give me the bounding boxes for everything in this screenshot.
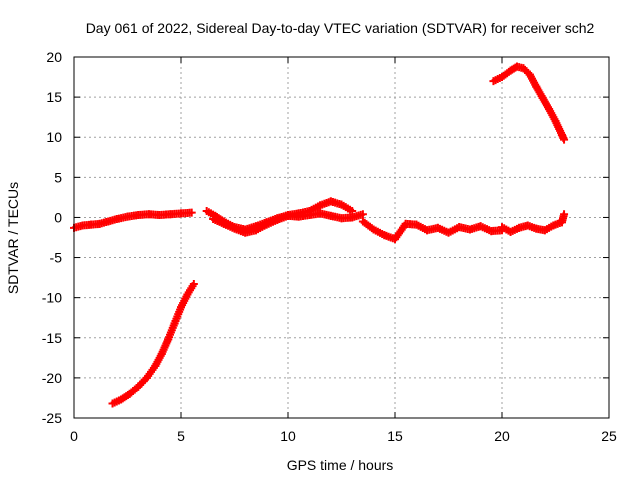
- x-tick-label: 10: [280, 428, 296, 444]
- x-tick-labels: 0 5 10 15 20 25: [70, 428, 617, 444]
- y-tick-label: -20: [42, 370, 62, 386]
- series-near-zero-a: [70, 208, 196, 232]
- series-sat-rising: [108, 280, 198, 408]
- chart-title: Day 061 of 2022, Sidereal Day-to-day VTE…: [86, 20, 595, 36]
- series-sat-falling: [489, 62, 569, 144]
- data-point: [187, 208, 196, 217]
- y-tick-label: 5: [54, 169, 62, 185]
- series-near-zero-d: [358, 217, 506, 244]
- x-tick-label: 15: [387, 428, 403, 444]
- y-axis-label: SDTVAR / TECUs: [5, 182, 21, 294]
- y-tick-label: 0: [54, 209, 62, 225]
- y-tick-label: 10: [46, 129, 62, 145]
- y-tick-label: 15: [46, 89, 62, 105]
- x-tick-label: 25: [601, 428, 617, 444]
- data-point: [358, 210, 367, 219]
- plot-frame: [73, 56, 610, 419]
- x-tick-label: 0: [70, 428, 78, 444]
- y-tick-label: -10: [42, 290, 62, 306]
- y-tick-label: -25: [42, 410, 62, 426]
- x-tick-label: 20: [494, 428, 510, 444]
- data-point: [560, 210, 569, 219]
- data-point: [560, 135, 569, 144]
- x-tick-label: 5: [177, 428, 185, 444]
- data-markers: [70, 62, 569, 408]
- y-tick-label: -15: [42, 330, 62, 346]
- y-tick-label: 20: [46, 49, 62, 65]
- y-tick-labels: -25 -20 -15 -10 -5 0 5 10 15 20: [42, 49, 62, 426]
- grid-lines: [74, 57, 609, 418]
- x-axis-label: GPS time / hours: [287, 457, 394, 473]
- y-tick-label: -5: [50, 250, 63, 266]
- series-near-zero-c: [209, 209, 367, 237]
- series-near-zero-e: [498, 210, 569, 236]
- data-point: [189, 280, 198, 289]
